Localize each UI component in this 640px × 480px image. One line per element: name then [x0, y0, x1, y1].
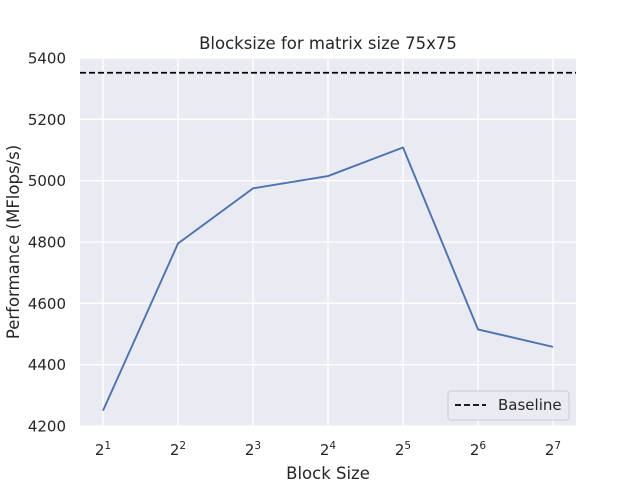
x-tick-label: 26 [470, 440, 487, 459]
y-tick-label: 5200 [28, 111, 66, 129]
x-tick-label: 25 [395, 440, 411, 459]
x-tick-label: 22 [170, 440, 186, 459]
x-axis-label: Block Size [286, 464, 370, 480]
x-tick-label: 23 [245, 440, 261, 459]
y-tick-label: 4600 [28, 295, 66, 313]
x-tick-labels: 21 22 23 24 25 26 27 [95, 440, 561, 459]
y-tick-labels: 4200 4400 4600 4800 5000 5200 5400 [28, 50, 66, 436]
series-group [102, 146, 554, 412]
chart-title: Blocksize for matrix size 75x75 [199, 34, 457, 53]
legend-baseline-label: Baseline [498, 396, 562, 414]
y-tick-label: 4800 [28, 234, 66, 252]
x-tick-label: 27 [545, 440, 561, 459]
y-tick-label: 4200 [28, 418, 66, 436]
y-gridlines [80, 57, 576, 427]
y-tick-label: 5400 [28, 50, 66, 68]
x-tick-label: 21 [95, 440, 111, 459]
y-axis-label: Performance (MFlops/s) [4, 145, 23, 339]
x-tick-label: 24 [320, 440, 337, 459]
legend: Baseline [447, 390, 570, 421]
y-tick-label: 5000 [28, 172, 66, 190]
legend-box [447, 390, 570, 421]
y-tick-label: 4400 [28, 356, 66, 374]
